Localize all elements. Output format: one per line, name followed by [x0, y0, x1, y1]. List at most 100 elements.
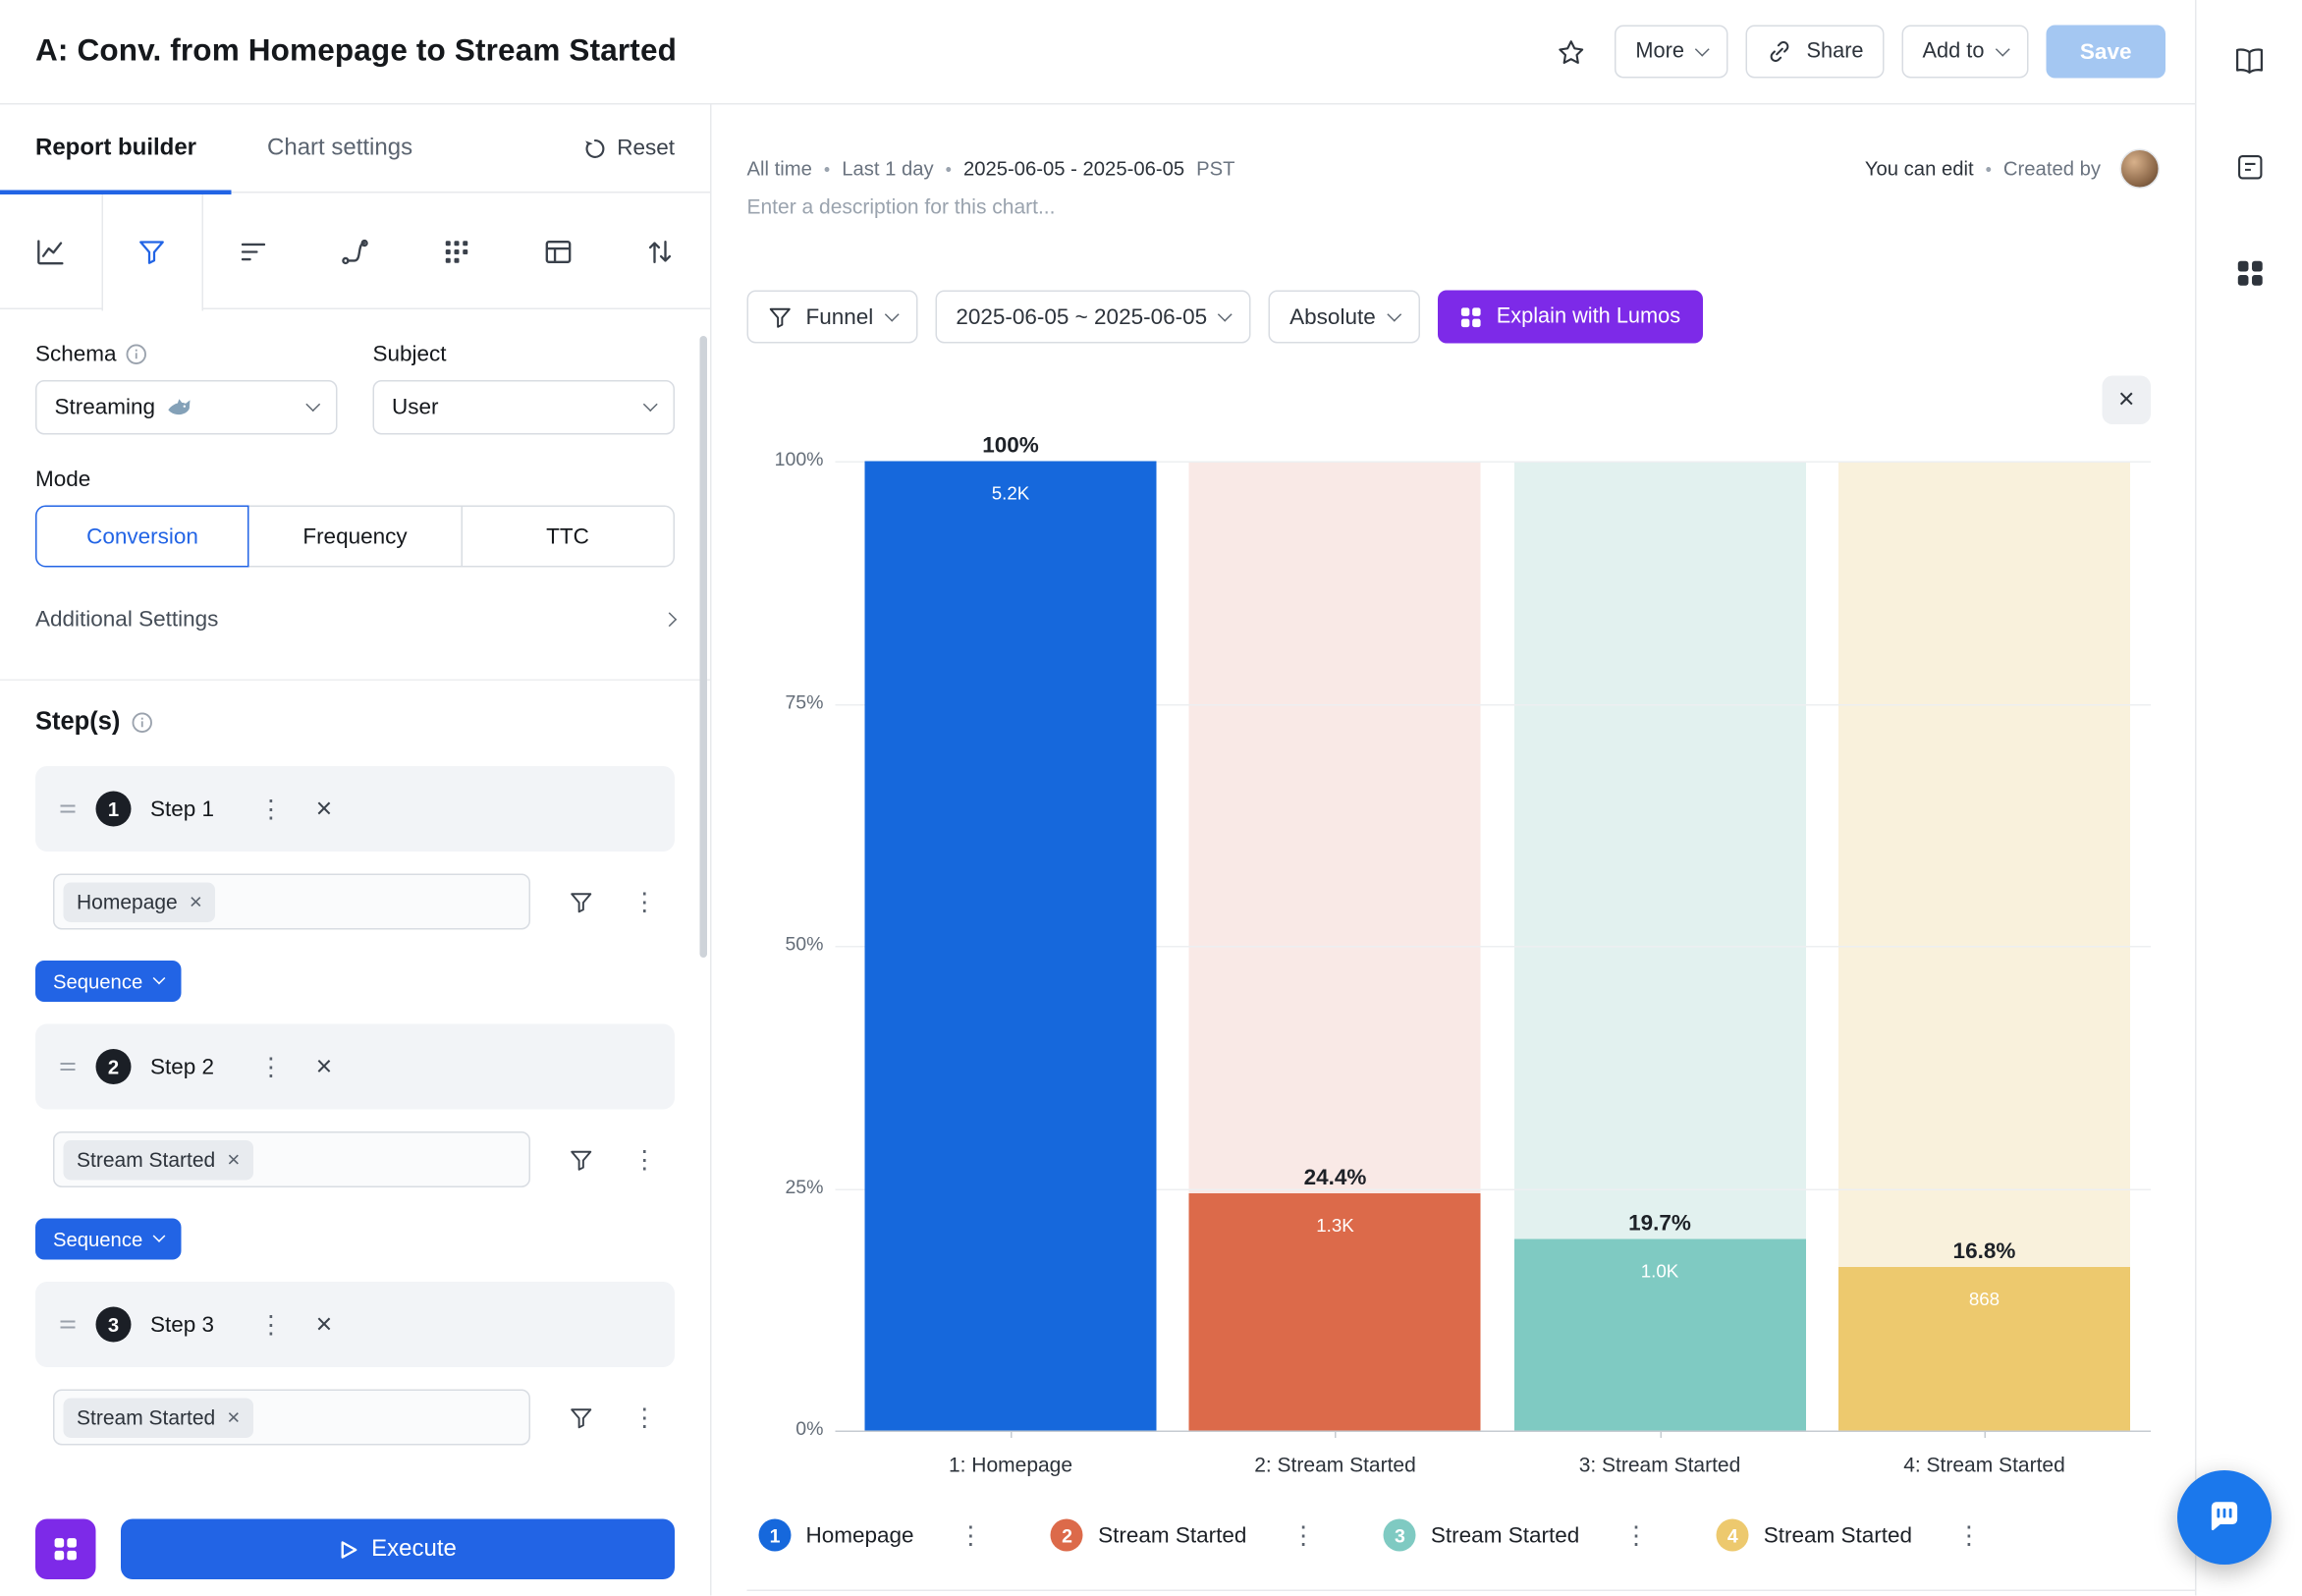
funnel-bar[interactable]: [1188, 1193, 1481, 1431]
subject-select[interactable]: User: [372, 380, 675, 435]
tab-chart-settings[interactable]: Chart settings: [267, 135, 413, 160]
chart-type-line-button[interactable]: [0, 193, 101, 310]
builder-footer: Execute: [0, 1503, 709, 1596]
notes-panel-button[interactable]: [2223, 140, 2276, 193]
sequence-dropdown[interactable]: Sequence: [35, 961, 182, 1002]
step-header: 1 Step 1 ⋮ ×: [35, 766, 675, 852]
chart-type-matrix-button[interactable]: [406, 193, 507, 310]
event-menu-button[interactable]: ⋮: [627, 889, 664, 914]
value-mode-dropdown[interactable]: Absolute: [1269, 290, 1420, 344]
legend-menu-button[interactable]: ⋮: [1950, 1522, 1988, 1548]
event-chip[interactable]: Stream Started ×: [63, 1139, 253, 1180]
execute-button[interactable]: Execute: [121, 1518, 675, 1579]
event-chip[interactable]: Stream Started ×: [63, 1397, 253, 1438]
step-block: 2 Step 2 ⋮ × Stream Started × ⋮: [35, 1023, 675, 1201]
event-select-input[interactable]: Stream Started ×: [53, 1131, 530, 1187]
lumos-panel-button[interactable]: [2223, 247, 2276, 300]
description-input[interactable]: [746, 194, 1572, 218]
chart-type-funnel-button[interactable]: [101, 193, 203, 311]
close-chart-button[interactable]: ×: [2102, 375, 2151, 424]
save-button[interactable]: Save: [2046, 25, 2165, 79]
lumos-button[interactable]: [35, 1518, 96, 1579]
drag-handle-icon[interactable]: [59, 1060, 77, 1074]
legend-label: Stream Started: [1098, 1522, 1247, 1548]
chart-type-toolbar: [0, 193, 710, 311]
step-number-badge: 3: [95, 1306, 132, 1343]
funnel-bar[interactable]: [1513, 1239, 1806, 1431]
chart-type-dropdown[interactable]: Funnel: [746, 290, 918, 344]
funnel-bar[interactable]: [1837, 1267, 2130, 1431]
event-select-input[interactable]: Stream Started ×: [53, 1389, 530, 1446]
time-filter-summary[interactable]: All time • Last 1 day • 2025-06-05 - 202…: [746, 157, 1235, 181]
more-button[interactable]: More: [1615, 25, 1728, 79]
chip-remove-icon[interactable]: ×: [189, 889, 202, 914]
chart-type-path-button[interactable]: [304, 193, 406, 310]
chevron-right-icon: [662, 612, 678, 628]
legend-menu-button[interactable]: ⋮: [953, 1522, 990, 1548]
count-label: 1.0K: [1640, 1261, 1679, 1283]
step-remove-button[interactable]: ×: [315, 793, 333, 825]
x-axis-tick: [1659, 1430, 1662, 1438]
line-chart-icon: [34, 235, 67, 267]
chat-fab-button[interactable]: [2177, 1470, 2272, 1565]
event-select-input[interactable]: Homepage ×: [53, 873, 530, 930]
count-label: 5.2K: [991, 483, 1030, 504]
legend-item[interactable]: 2 Stream Started ⋮: [1051, 1518, 1322, 1552]
share-button[interactable]: Share: [1745, 25, 1885, 79]
legend-menu-button[interactable]: ⋮: [1617, 1522, 1655, 1548]
chip-remove-icon[interactable]: ×: [227, 1404, 241, 1430]
drag-handle-icon[interactable]: [59, 801, 77, 816]
event-filter-icon[interactable]: [569, 1404, 594, 1430]
additional-settings-row[interactable]: Additional Settings: [35, 607, 678, 633]
schema-select[interactable]: Streaming: [35, 380, 338, 435]
mode-ttc-button[interactable]: TTC: [460, 505, 675, 568]
legend-item[interactable]: 3 Stream Started ⋮: [1383, 1518, 1655, 1552]
mode-frequency-button[interactable]: Frequency: [247, 505, 463, 568]
builder-tabs: Report builder Chart settings Reset: [0, 105, 710, 194]
step-label: Step 3: [150, 1311, 215, 1338]
chevron-down-icon: [1387, 306, 1401, 321]
legend-item[interactable]: 4 Stream Started ⋮: [1716, 1518, 1988, 1552]
sequence-dropdown[interactable]: Sequence: [35, 1218, 182, 1260]
docs-panel-button[interactable]: [2223, 34, 2276, 87]
legend-item[interactable]: 1 Homepage ⋮: [758, 1518, 990, 1552]
step-remove-button[interactable]: ×: [315, 1308, 333, 1341]
drag-handle-icon[interactable]: [59, 1317, 77, 1332]
date-range-dropdown[interactable]: 2025-06-05 ~ 2025-06-05: [935, 290, 1252, 344]
right-rail: [2195, 0, 2302, 1596]
event-filter-icon[interactable]: [569, 1147, 594, 1173]
step-remove-button[interactable]: ×: [315, 1051, 333, 1082]
event-chip-label: Stream Started: [77, 1147, 216, 1172]
info-icon: [126, 344, 148, 366]
panel-scrollbar[interactable]: [699, 336, 707, 958]
funnel-column[interactable]: 100% 5.2K 1: Homepage: [864, 433, 1157, 1476]
creator-avatar[interactable]: [2119, 148, 2160, 189]
step-menu-button[interactable]: ⋮: [252, 1312, 290, 1338]
explain-with-lumos-button[interactable]: Explain with Lumos: [1437, 290, 1703, 344]
chart-type-segment-button[interactable]: [203, 193, 304, 310]
chip-remove-icon[interactable]: ×: [227, 1146, 241, 1173]
event-menu-button[interactable]: ⋮: [627, 1147, 664, 1173]
event-menu-button[interactable]: ⋮: [627, 1404, 664, 1430]
chart-legend: 1 Homepage ⋮ 2 Stream Started ⋮ 3 Stream Starte…: [758, 1518, 1988, 1552]
conversion-percent-label: 24.4%: [1303, 1166, 1367, 1191]
subject-field: Subject User: [372, 342, 675, 435]
y-tick-label: 50%: [785, 932, 824, 956]
event-filter-icon[interactable]: [569, 889, 594, 914]
mode-label: Mode: [35, 467, 91, 493]
funnel-bar[interactable]: [864, 461, 1157, 1431]
mode-conversion-button[interactable]: Conversion: [35, 505, 249, 568]
conversion-percent-label: 16.8%: [1952, 1239, 2016, 1265]
chart-type-flow-button[interactable]: [609, 193, 710, 310]
tab-report-builder[interactable]: Report builder: [0, 105, 233, 194]
legend-label: Stream Started: [1763, 1522, 1913, 1548]
step-menu-button[interactable]: ⋮: [252, 1054, 290, 1079]
legend-menu-button[interactable]: ⋮: [1285, 1522, 1322, 1548]
favorite-star-button[interactable]: [1544, 26, 1597, 79]
event-chip[interactable]: Homepage ×: [63, 881, 216, 922]
step-menu-button[interactable]: ⋮: [252, 797, 290, 822]
reset-button[interactable]: Reset: [583, 136, 675, 161]
chart-type-table-button[interactable]: [507, 193, 608, 310]
add-to-button[interactable]: Add to: [1901, 25, 2029, 79]
